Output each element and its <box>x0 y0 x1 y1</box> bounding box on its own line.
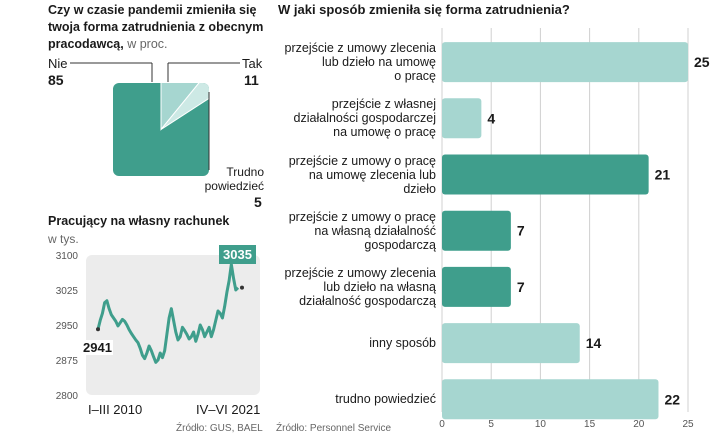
line-start-point <box>96 327 100 332</box>
pie-title-line3: pracodawcą, w proc. <box>48 36 263 53</box>
bar-category-label: przejście z umowy o pracę na własną dział… <box>266 210 436 252</box>
bar-value-label: 7 <box>517 223 525 239</box>
bar-2 <box>442 98 482 139</box>
pie-chart <box>70 62 240 176</box>
bar-category-label: przejście z umowy zlecenia lub dzieło na … <box>266 41 436 83</box>
bar-category-label-line: na umowę o pracę <box>333 125 436 140</box>
line-unit: w tys. <box>48 232 79 246</box>
bar-category-label-line: trudno powiedzieć <box>335 392 436 407</box>
right-panel: W jaki sposób zmieniła się forma zatrudn… <box>270 0 720 437</box>
bar-category-label-line: przejście z umowy zlecenia <box>284 265 436 280</box>
bar-value-label: 22 <box>664 391 680 407</box>
bar-category-label-line: działalność gospodarczą <box>299 293 436 308</box>
bar-category-label-line: przejście z umowy o pracę <box>288 209 436 224</box>
bar-category-label-line: przejście z własnej <box>331 97 436 112</box>
bar-xtick-label: 15 <box>584 419 596 430</box>
bar-category-label: przejście z umowy zlecenia lub dzieło na … <box>266 266 436 308</box>
pie-nie-value: 85 <box>48 72 64 88</box>
bars-source: Źródło: Personnel Service <box>276 423 392 434</box>
bar-value-label: 21 <box>655 167 671 183</box>
line-source: Źródło: GUS, BAEL <box>176 423 263 434</box>
line-end-point <box>240 285 244 290</box>
bars-title: W jaki sposób zmieniła się forma zatrudn… <box>278 2 570 17</box>
bar-xtick-label: 25 <box>682 419 694 430</box>
pie-trudno-label: Trudno <box>218 165 264 179</box>
left-panel: Czy w czasie pandemii zmieniła się twoja… <box>0 0 270 437</box>
bar-category-label-line: na umowę zlecenia lub <box>308 167 436 182</box>
bar-category-label-line: lub dzieło na własną <box>323 279 436 294</box>
line-title: Pracujący na własny rachunek <box>48 214 230 228</box>
pie-title-line2: twoja forma zatrudnienia z obecnym <box>48 20 264 34</box>
bar-category-label-line: dzieło <box>403 181 436 196</box>
bar-category-label-line: inny sposób <box>369 336 436 351</box>
line-ytick-label: 2875 <box>56 356 79 367</box>
bar-category-label-line: lub dzieło na umowę <box>322 55 436 70</box>
pie-title-bold: pracodawcą, <box>48 37 124 51</box>
bar-xtick-label: 0 <box>439 419 445 430</box>
bar-value-label: 7 <box>517 279 525 295</box>
bar-category-label-line: o pracę <box>394 69 436 84</box>
bar-value-label: 4 <box>487 110 495 126</box>
bar-category-label-line: przejście z umowy zlecenia <box>284 41 436 56</box>
line-ytick-label: 3025 <box>56 286 79 297</box>
pie-nie-label: Nie <box>48 56 68 71</box>
bar-category-label: trudno powiedzieć <box>266 392 436 406</box>
line-start-label: 2941 <box>82 340 113 355</box>
bar-3 <box>442 154 649 195</box>
bar-value-label: 25 <box>694 54 710 70</box>
pie-slice-trudno <box>160 83 209 130</box>
bar-5 <box>442 266 511 307</box>
line-ytick-label: 2950 <box>56 321 79 332</box>
line-end-label: 3035 <box>219 245 256 264</box>
line-chart: 2800 2875 2950 3025 3100 <box>56 251 260 402</box>
pie-trudno-line2: powiedzieć <box>204 179 264 193</box>
bar-4 <box>442 210 511 251</box>
bar-6 <box>442 323 580 364</box>
bar-chart: 0 5 10 15 20 25 25 4 21 7 7 14 22 <box>439 28 710 430</box>
bar-category-label: przejście z umowy o pracę na umowę zlecen… <box>266 154 436 196</box>
pie-unit: w proc. <box>123 37 168 51</box>
line-ytick-label: 3100 <box>56 251 79 262</box>
bar-category-label: przejście z własnej działalności gospodar… <box>266 97 436 139</box>
pie-title: Czy w czasie pandemii zmieniła się twoja… <box>48 2 263 53</box>
bar-1 <box>442 42 688 83</box>
bar-value-label: 14 <box>586 335 602 351</box>
bar-category-label-line: przejście z umowy o pracę <box>288 153 436 168</box>
line-x-start: I–III 2010 <box>88 402 143 417</box>
bar-category-label-line: na własną działalność <box>314 223 436 238</box>
bar-category-label-line: działalności gospodarczej <box>293 111 436 126</box>
bar-xtick-label: 20 <box>633 419 645 430</box>
line-ytick-label: 2800 <box>56 391 79 402</box>
pie-tak-value: 11 <box>244 72 259 88</box>
pie-tak-label: Tak <box>242 56 263 71</box>
bar-7 <box>442 379 659 420</box>
bar-category-label: inny sposób <box>266 336 436 350</box>
pie-trudno-value: 5 <box>254 194 262 210</box>
pie-title-line1: Czy w czasie pandemii zmieniła się <box>48 3 257 17</box>
line-series <box>96 262 240 364</box>
bar-xtick-label: 10 <box>535 419 547 430</box>
bar-xtick-label: 5 <box>488 419 494 430</box>
pie-slice-tak <box>160 83 209 131</box>
bar-category-label-line: gospodarczą <box>364 237 436 252</box>
pie-trudno-line1: Trudno <box>226 165 264 179</box>
line-x-end: IV–VI 2021 <box>196 402 261 417</box>
